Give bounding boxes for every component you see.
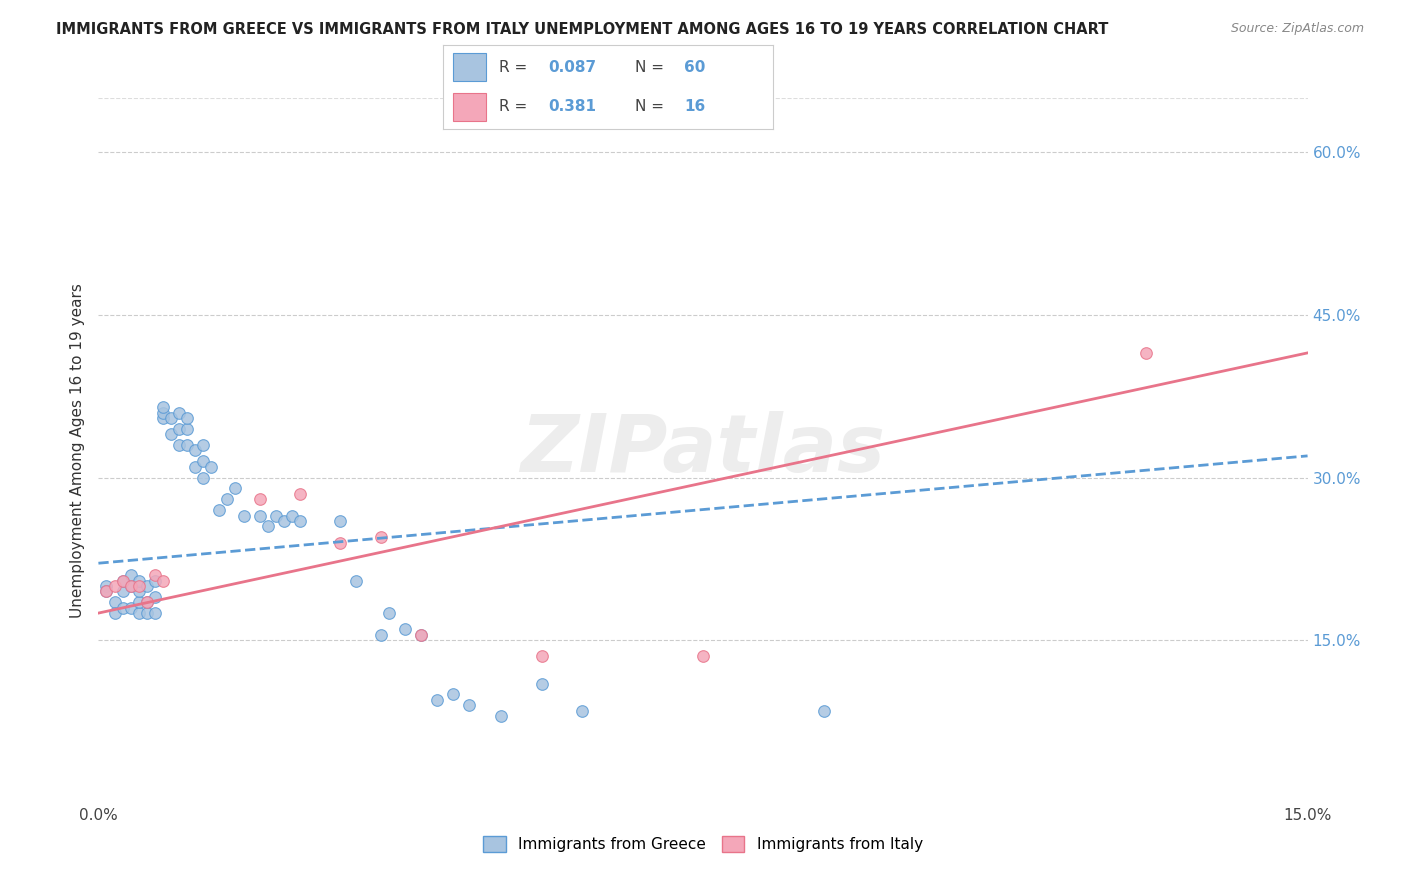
Point bbox=[120, 579, 142, 593]
Point bbox=[143, 606, 166, 620]
Point bbox=[409, 628, 432, 642]
Text: 60: 60 bbox=[685, 60, 706, 75]
Text: Source: ZipAtlas.com: Source: ZipAtlas.com bbox=[1230, 22, 1364, 36]
Point bbox=[232, 508, 254, 523]
Point bbox=[103, 606, 125, 620]
Point bbox=[128, 574, 150, 588]
Point bbox=[176, 411, 198, 425]
Point bbox=[184, 459, 207, 474]
Point bbox=[184, 443, 207, 458]
Point bbox=[167, 422, 190, 436]
Point bbox=[135, 579, 157, 593]
FancyBboxPatch shape bbox=[453, 54, 486, 81]
Point bbox=[152, 405, 174, 419]
Point bbox=[111, 600, 134, 615]
Point bbox=[1135, 346, 1157, 360]
Point bbox=[120, 568, 142, 582]
FancyBboxPatch shape bbox=[453, 93, 486, 120]
Point bbox=[135, 606, 157, 620]
Point bbox=[176, 422, 198, 436]
Point bbox=[128, 579, 150, 593]
Point bbox=[281, 508, 304, 523]
Point bbox=[288, 514, 311, 528]
Point bbox=[143, 574, 166, 588]
Point bbox=[160, 411, 183, 425]
Point bbox=[135, 595, 157, 609]
Text: 0.087: 0.087 bbox=[548, 60, 596, 75]
Point bbox=[152, 400, 174, 414]
Text: 0.381: 0.381 bbox=[548, 99, 596, 114]
Point bbox=[571, 704, 593, 718]
Point bbox=[370, 530, 392, 544]
Point bbox=[120, 579, 142, 593]
Point bbox=[441, 687, 464, 701]
Point bbox=[143, 590, 166, 604]
Point bbox=[329, 535, 352, 549]
Point bbox=[160, 427, 183, 442]
Point bbox=[530, 676, 553, 690]
Point bbox=[128, 606, 150, 620]
Point bbox=[692, 649, 714, 664]
Point bbox=[200, 459, 222, 474]
Point bbox=[426, 693, 449, 707]
Point bbox=[249, 508, 271, 523]
Point bbox=[193, 454, 215, 468]
Point bbox=[96, 584, 118, 599]
Point bbox=[193, 470, 215, 484]
Point bbox=[264, 508, 287, 523]
Point bbox=[167, 405, 190, 419]
Point bbox=[103, 595, 125, 609]
Legend: Immigrants from Greece, Immigrants from Italy: Immigrants from Greece, Immigrants from … bbox=[477, 830, 929, 859]
Point bbox=[273, 514, 295, 528]
Point bbox=[249, 492, 271, 507]
Point bbox=[111, 574, 134, 588]
Point bbox=[152, 574, 174, 588]
Point bbox=[193, 438, 215, 452]
Point bbox=[377, 606, 399, 620]
Text: 16: 16 bbox=[685, 99, 706, 114]
Point bbox=[167, 438, 190, 452]
Point bbox=[288, 487, 311, 501]
Point bbox=[128, 584, 150, 599]
Point bbox=[111, 584, 134, 599]
Point bbox=[96, 579, 118, 593]
Point bbox=[491, 709, 513, 723]
Point bbox=[329, 514, 352, 528]
Point bbox=[256, 519, 278, 533]
Point bbox=[152, 411, 174, 425]
Text: N =: N = bbox=[634, 60, 664, 75]
Point bbox=[370, 628, 392, 642]
Point bbox=[458, 698, 481, 713]
Text: R =: R = bbox=[499, 99, 527, 114]
Text: IMMIGRANTS FROM GREECE VS IMMIGRANTS FROM ITALY UNEMPLOYMENT AMONG AGES 16 TO 19: IMMIGRANTS FROM GREECE VS IMMIGRANTS FRO… bbox=[56, 22, 1108, 37]
Point bbox=[143, 568, 166, 582]
Point bbox=[344, 574, 367, 588]
Y-axis label: Unemployment Among Ages 16 to 19 years: Unemployment Among Ages 16 to 19 years bbox=[69, 283, 84, 618]
Point bbox=[409, 628, 432, 642]
Point bbox=[176, 438, 198, 452]
Point bbox=[111, 574, 134, 588]
Point bbox=[530, 649, 553, 664]
Text: ZIPatlas: ZIPatlas bbox=[520, 411, 886, 490]
Text: R =: R = bbox=[499, 60, 527, 75]
Point bbox=[394, 623, 416, 637]
Point bbox=[103, 579, 125, 593]
Text: N =: N = bbox=[634, 99, 664, 114]
Point bbox=[120, 600, 142, 615]
Point bbox=[217, 492, 239, 507]
Point bbox=[135, 595, 157, 609]
Point bbox=[813, 704, 835, 718]
Point bbox=[224, 482, 246, 496]
Point bbox=[96, 584, 118, 599]
Point bbox=[208, 503, 231, 517]
Point bbox=[128, 595, 150, 609]
